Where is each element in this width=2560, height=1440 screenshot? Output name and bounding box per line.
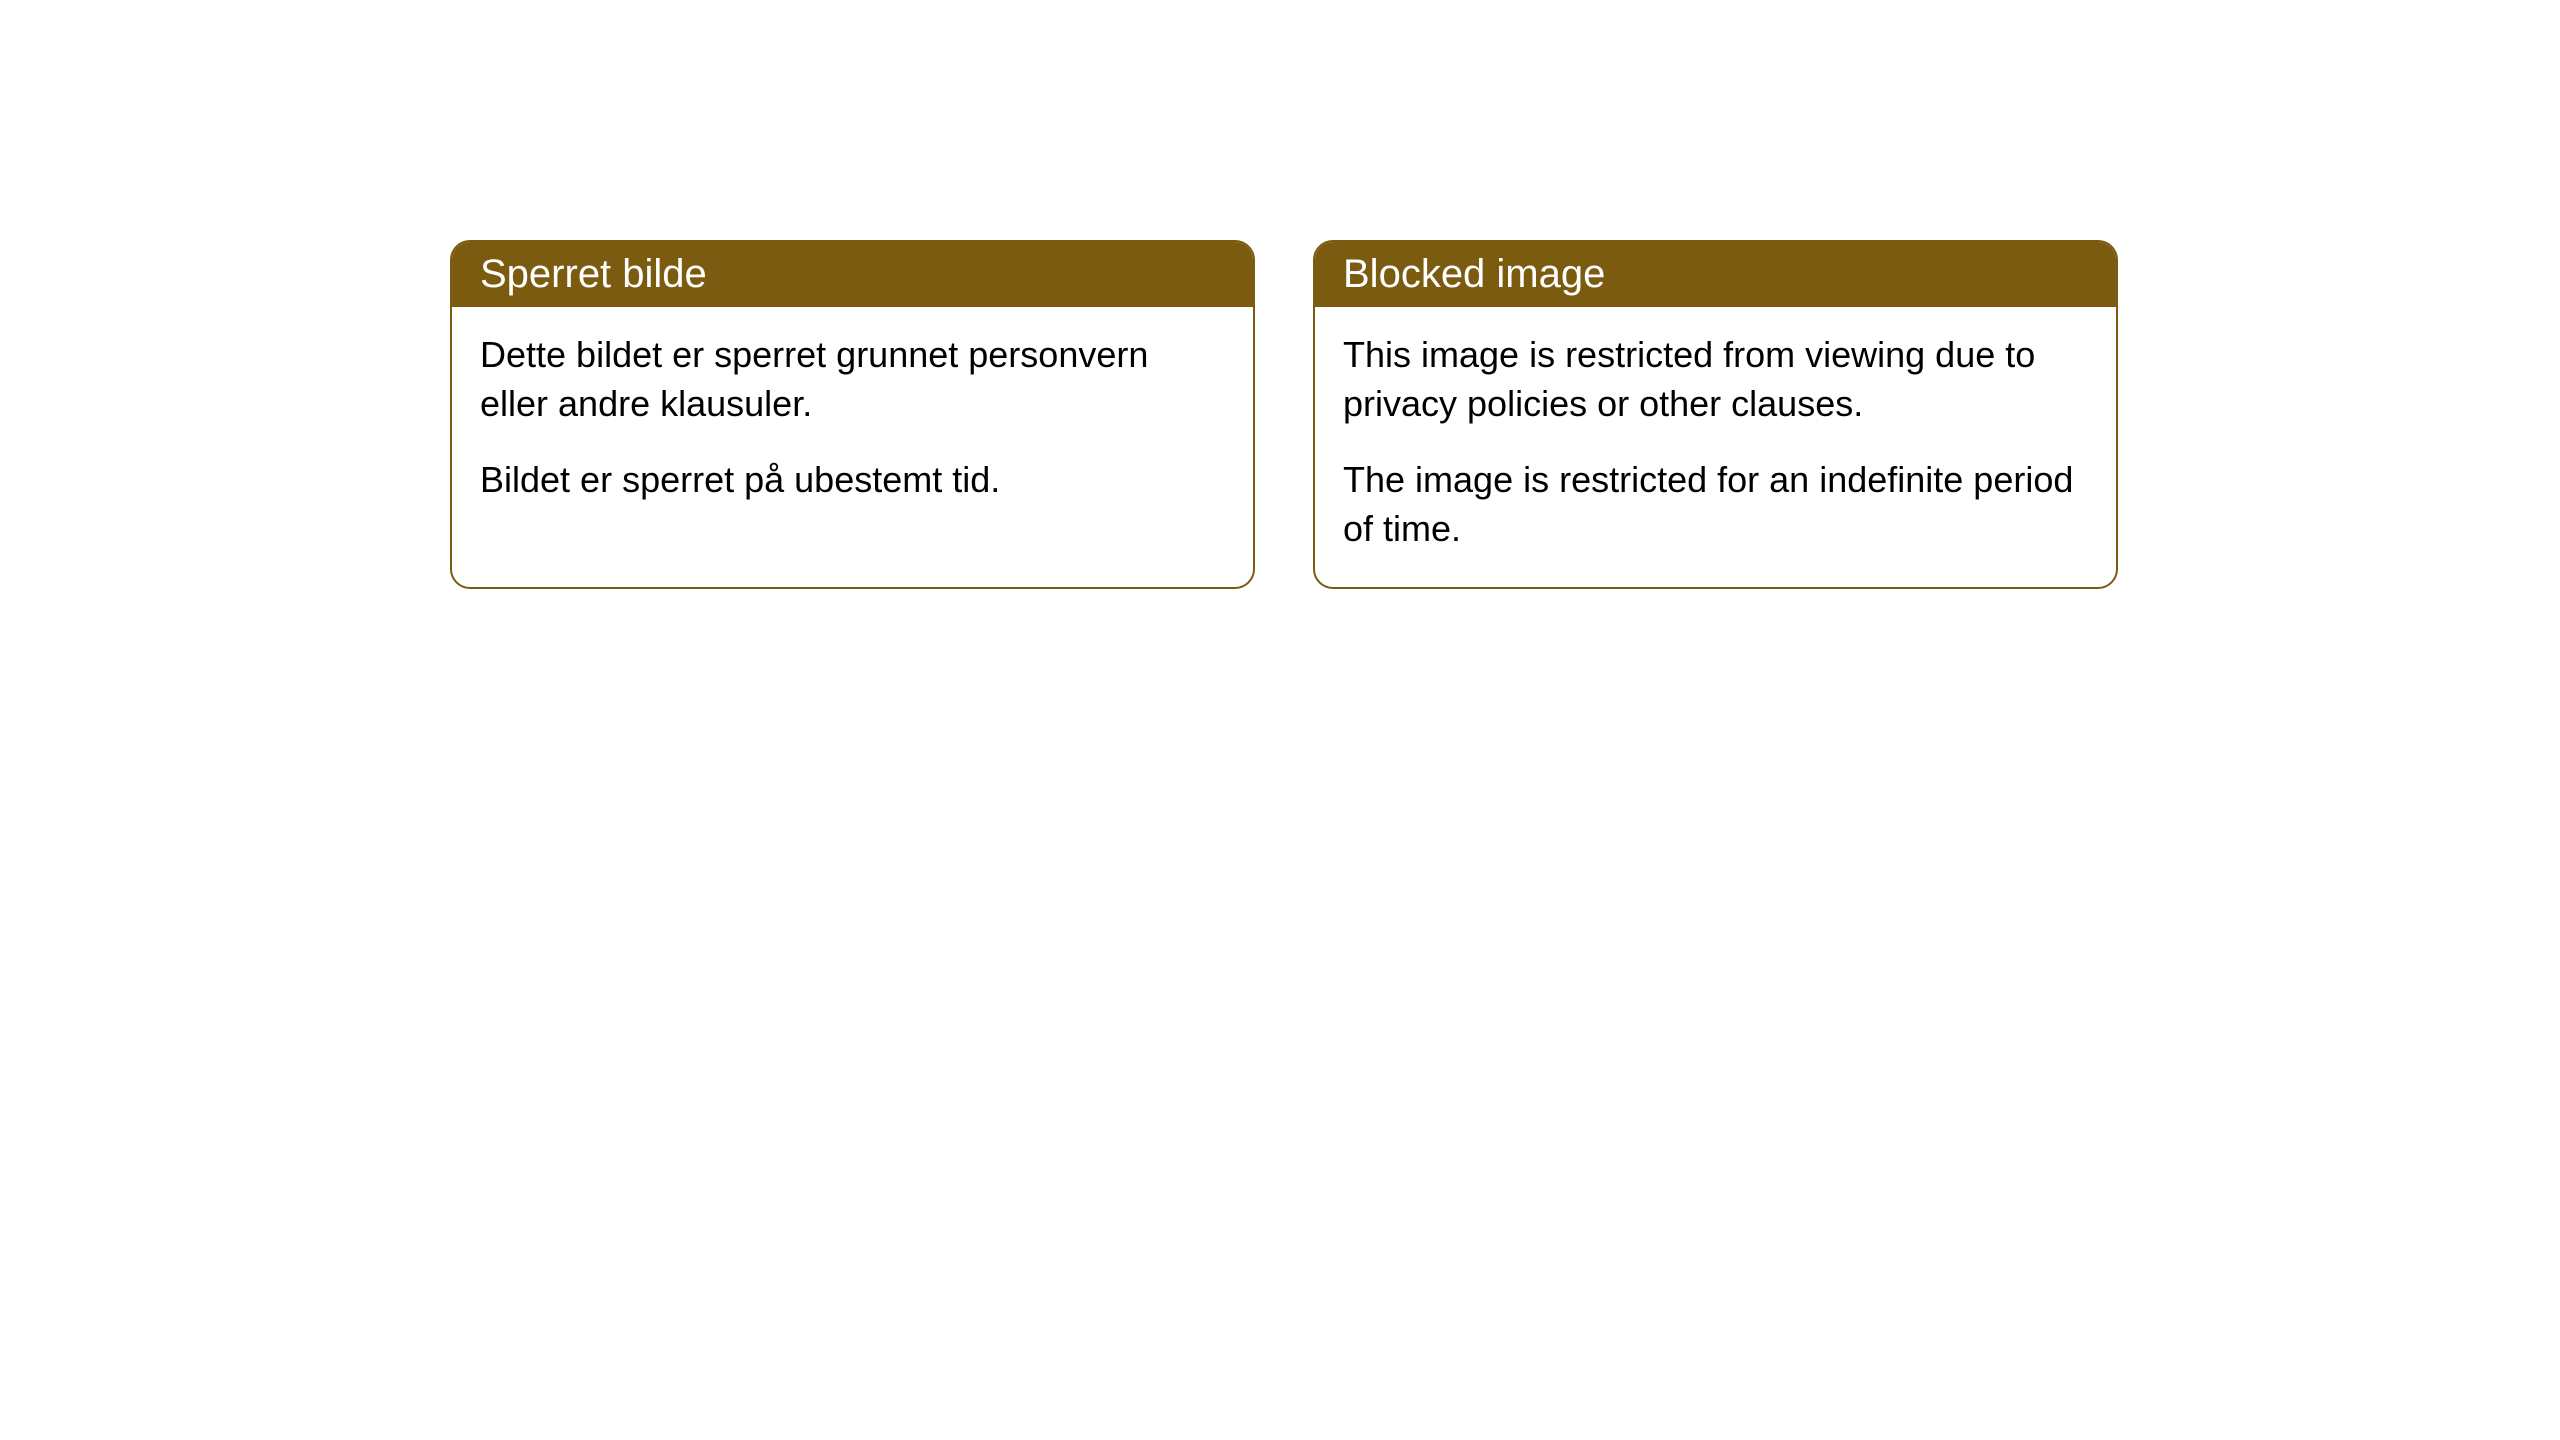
card-title: Sperret bilde	[480, 252, 707, 296]
card-english: Blocked image This image is restricted f…	[1313, 240, 2118, 589]
card-paragraph: This image is restricted from viewing du…	[1343, 331, 2088, 428]
card-paragraph: Dette bildet er sperret grunnet personve…	[480, 331, 1225, 428]
cards-container: Sperret bilde Dette bildet er sperret gr…	[450, 240, 2560, 589]
card-paragraph: The image is restricted for an indefinit…	[1343, 456, 2088, 553]
card-header-norwegian: Sperret bilde	[452, 242, 1253, 307]
card-norwegian: Sperret bilde Dette bildet er sperret gr…	[450, 240, 1255, 589]
card-title: Blocked image	[1343, 252, 1605, 296]
card-header-english: Blocked image	[1315, 242, 2116, 307]
card-paragraph: Bildet er sperret på ubestemt tid.	[480, 456, 1225, 505]
card-body-english: This image is restricted from viewing du…	[1315, 307, 2116, 587]
card-body-norwegian: Dette bildet er sperret grunnet personve…	[452, 307, 1253, 539]
